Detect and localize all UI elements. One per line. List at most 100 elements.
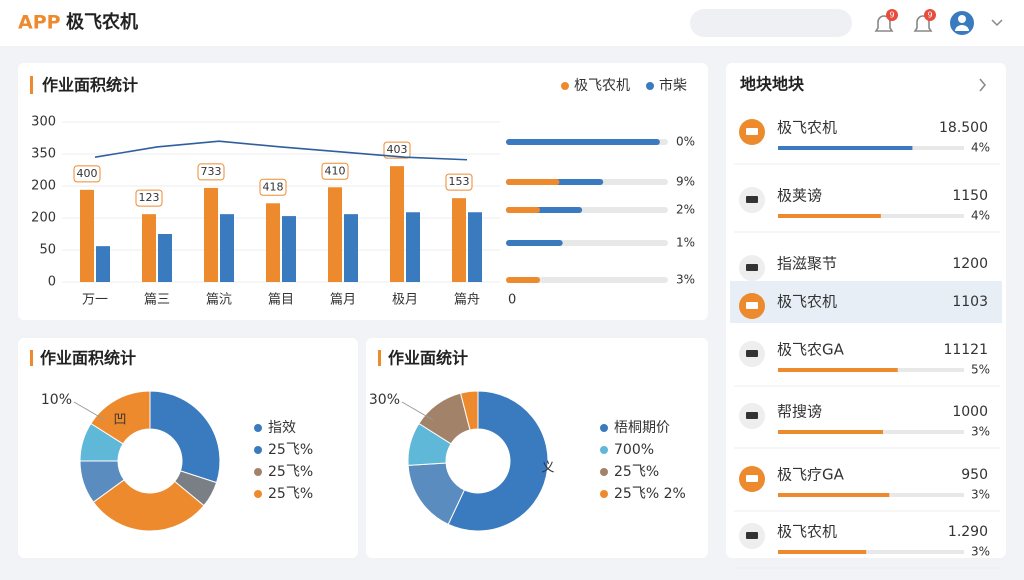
progress-bar [506,139,660,145]
bar [452,198,466,282]
donut-segment [149,390,221,484]
chevron[interactable] [991,19,1003,27]
y-tick-label: 50 [39,243,56,258]
item-percent: 3% [971,545,990,559]
x-tick-label: 篇目 [268,293,294,308]
bar [158,234,172,282]
progress-label: 2% [676,203,695,217]
bar [390,166,404,282]
donut-segment [447,390,549,532]
item-name: 极飞农机 [777,293,837,311]
badge [886,9,898,21]
header-bar [0,0,1024,46]
legend-dot [600,446,608,454]
search-box[interactable] [690,9,852,37]
bar [220,214,234,282]
bar [328,187,342,282]
item-glyph [746,475,758,482]
item-percent: 4% [971,141,990,155]
legend-label: 25飞% [614,464,659,480]
item-bar [778,550,867,554]
axis-label: 0 [508,293,516,308]
legend-dot [254,490,262,498]
value-label-box [445,173,473,191]
panel-title: 地块地块 [740,75,805,94]
selected-row [730,281,1002,323]
chevron[interactable] [979,78,986,92]
x-tick-label: 篇月 [330,293,356,308]
bar [282,216,296,282]
legend-label: 市柴 [659,77,687,94]
item-glyph [746,128,758,135]
legend-dot [254,424,262,432]
leader [401,401,434,421]
bar [96,246,110,282]
legend-label: 25飞% 2% [614,486,686,502]
item-bar [778,493,890,497]
item-name: 极荚谤 [777,187,822,205]
item-value: 1150 [952,188,988,204]
value-label: 400 [77,167,98,180]
x-tick-label: 极月 [392,293,418,308]
legend-label: 25飞% [268,486,313,502]
value-label-box [259,178,287,196]
item-name: 极飞农GA [777,341,845,359]
legend-dot [600,490,608,498]
value-label-box [73,165,101,183]
y-tick-label: 0 [48,275,56,290]
leader [73,401,106,421]
item-percent: 5% [971,363,990,377]
item-value: 950 [961,467,988,483]
item-bar [778,146,913,150]
value-label: 123 [139,191,160,204]
value-label: 403 [387,143,408,156]
accent [30,350,33,366]
item-value: 18.500 [939,120,988,136]
x-tick-label: 篇三 [144,293,170,308]
bar [344,214,358,282]
badge-count: 9 [889,11,894,20]
bar [468,212,482,282]
item-glyph [746,350,758,357]
item-name: 极飞农机 [777,119,837,137]
legend-dot [600,424,608,432]
x-tick-label: 篇舟 [454,293,480,308]
bar [80,189,94,282]
item-percent: 4% [971,209,990,223]
value-label: 418 [263,180,284,193]
bell[interactable] [913,15,933,32]
donut-segment [459,390,479,431]
item-name: 极飞疗GA [777,466,845,484]
legend-label: 极飞农机 [574,78,630,94]
item-value: 1103 [952,294,988,310]
app-name: 极飞农机 [66,11,138,33]
bar [142,214,156,282]
progress-label: 1% [676,236,695,250]
outside-label: 30% [369,392,400,408]
accent [30,76,33,94]
legend-dot [254,468,262,476]
item-percent: 3% [971,425,990,439]
item-value: 1200 [952,256,988,272]
progress-label: 3% [676,273,695,287]
avatar-body [955,25,969,31]
avatar-head [958,15,966,23]
item-name: 极飞农机 [777,523,837,541]
progress-bar [506,179,560,185]
bar [406,212,420,282]
item-glyph [746,196,758,203]
progress-label: 9% [676,175,695,189]
y-tick-label: 300 [31,115,56,130]
app-label: APP [18,12,61,34]
legend-label: 25飞% [268,442,313,458]
x-tick-label: 篇沆 [206,293,232,308]
legend-dot [254,446,262,454]
item-value: 1000 [952,404,988,420]
value-label: 733 [201,165,222,178]
bell[interactable] [874,15,894,32]
outside-label: 10% [41,392,72,408]
donut-segment [90,390,151,445]
legend-dot [600,468,608,476]
